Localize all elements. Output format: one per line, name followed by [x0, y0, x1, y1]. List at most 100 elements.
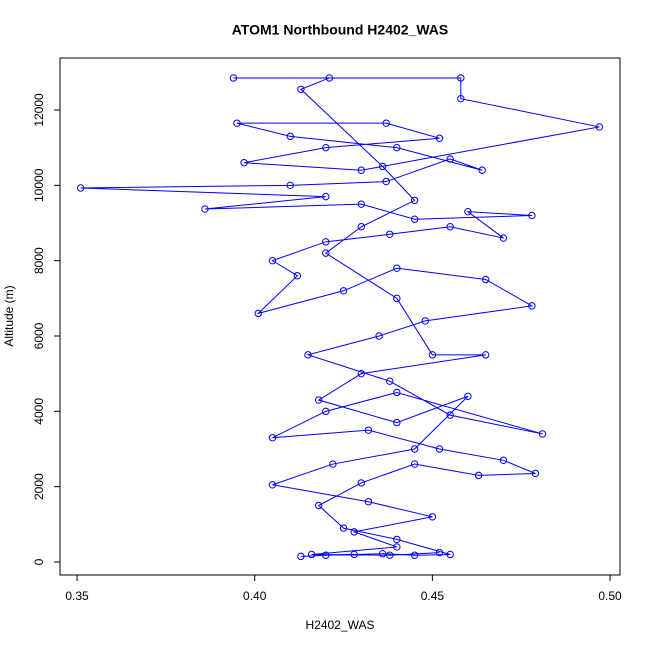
data-point — [233, 119, 241, 127]
data-point — [314, 501, 323, 510]
data-point — [307, 550, 316, 559]
data-point — [386, 377, 394, 385]
data-point — [350, 550, 358, 559]
data-point — [481, 351, 490, 359]
data-point — [464, 207, 472, 216]
x-tick-label: 0.40 — [243, 589, 267, 603]
data-point — [595, 123, 604, 131]
data-point — [357, 200, 366, 208]
x-axis-label: H2402_WAS — [306, 618, 375, 632]
data-point — [382, 177, 390, 186]
data-point — [322, 407, 330, 416]
data-point — [76, 184, 85, 192]
data-point — [339, 524, 348, 532]
y-tick-label: 10000 — [32, 168, 46, 202]
data-point — [457, 74, 465, 82]
data-point — [435, 134, 444, 142]
data-point — [410, 445, 419, 453]
x-tick-label: 0.35 — [65, 589, 89, 603]
data-point — [499, 456, 508, 464]
data-point — [322, 551, 330, 559]
data-line — [80, 77, 600, 557]
y-tick-label: 2000 — [32, 473, 46, 500]
data-point — [293, 272, 302, 280]
data-point — [378, 550, 387, 558]
data-point — [393, 535, 401, 544]
data-point — [254, 309, 262, 318]
data-point — [428, 513, 437, 521]
data-point — [240, 159, 248, 167]
data-point — [410, 215, 419, 223]
plot-frame — [59, 57, 621, 576]
data-point — [386, 230, 394, 238]
data-point — [268, 433, 277, 442]
data-point — [435, 445, 444, 453]
data-point — [357, 223, 366, 231]
data-point — [446, 550, 454, 559]
data-point — [229, 74, 238, 82]
data-point — [329, 460, 337, 468]
data-point — [481, 275, 490, 284]
y-tick-label: 8000 — [32, 247, 46, 274]
data-point — [410, 551, 419, 559]
y-tick-label: 4000 — [32, 398, 46, 425]
y-axis-label: Altitude (m) — [2, 285, 16, 346]
data-point — [286, 132, 294, 141]
x-tick-label: 0.50 — [598, 589, 622, 603]
data-point — [297, 85, 305, 93]
data-point — [393, 294, 401, 303]
data-point — [478, 166, 486, 174]
y-tick-label: 6000 — [32, 322, 46, 349]
data-point — [386, 551, 394, 559]
data-point — [499, 234, 508, 242]
data-point — [428, 351, 437, 359]
data-point — [364, 498, 373, 506]
y-tick-label: 0 — [32, 558, 46, 565]
data-point — [268, 481, 277, 489]
data-point — [357, 166, 366, 174]
data-point — [410, 460, 419, 468]
data-point — [393, 143, 401, 152]
data-point — [531, 469, 540, 478]
data-point — [357, 369, 366, 378]
data-point — [538, 430, 547, 438]
data-point — [435, 548, 444, 557]
data-point — [322, 143, 330, 152]
chart-title: ATOM1 Northbound H2402_WAS — [232, 22, 449, 38]
data-point — [446, 411, 454, 419]
data-point — [382, 119, 390, 127]
data-point — [322, 192, 330, 201]
data-point — [364, 426, 373, 434]
data-point — [322, 238, 330, 246]
data-point — [304, 351, 312, 359]
data-point — [528, 211, 536, 220]
data-point — [474, 471, 483, 480]
y-tick-label: 12000 — [32, 93, 46, 127]
data-point — [393, 543, 401, 551]
data-point — [375, 332, 383, 340]
data-point — [393, 418, 401, 427]
data-point — [357, 479, 366, 487]
data-point — [339, 287, 348, 295]
data-point — [393, 264, 401, 272]
data-point — [201, 205, 209, 213]
data-point — [446, 223, 454, 231]
data-point — [457, 94, 465, 103]
data-point — [286, 181, 294, 190]
data-point — [268, 256, 277, 265]
data-point — [446, 155, 454, 163]
data-point — [314, 396, 323, 404]
data-point — [393, 388, 401, 397]
data-point — [464, 392, 472, 400]
x-tick-label: 0.45 — [421, 589, 445, 603]
data-point — [528, 302, 536, 310]
data-point — [350, 528, 358, 536]
data-point — [378, 162, 387, 171]
data-point — [410, 196, 419, 205]
data-point — [297, 552, 305, 561]
data-point — [421, 317, 429, 325]
data-point — [322, 249, 330, 257]
